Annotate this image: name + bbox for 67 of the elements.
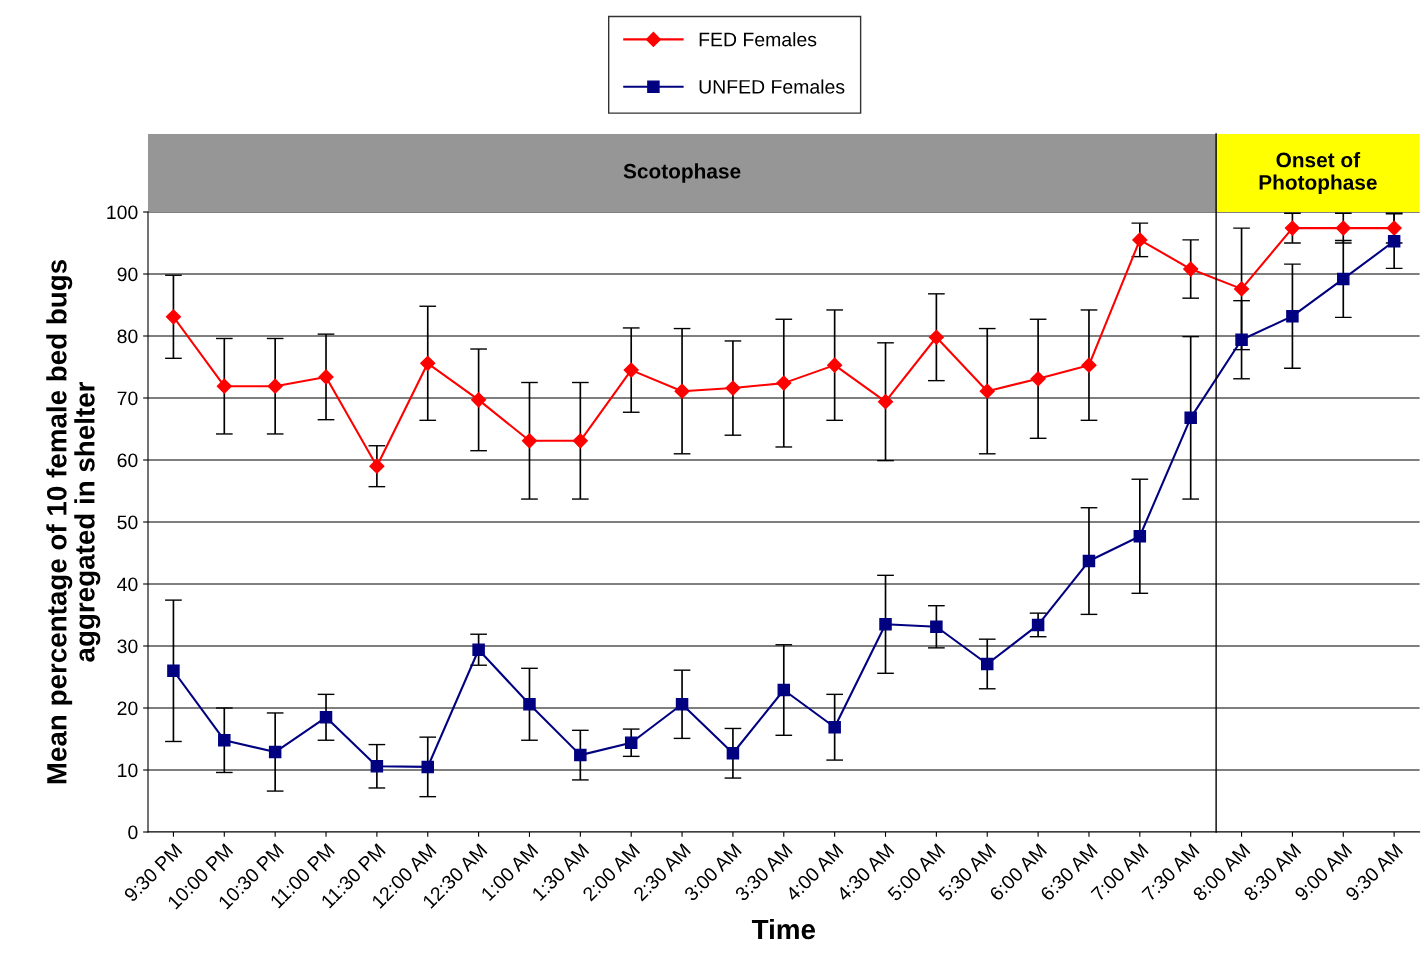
y-tick-label: 100 [107, 205, 138, 220]
point [216, 378, 232, 394]
y-tick-label: 60 [117, 453, 138, 468]
point [725, 380, 741, 396]
point [318, 369, 334, 385]
legend-label: UNFED Females [699, 79, 845, 94]
point [674, 383, 690, 399]
point [979, 383, 995, 399]
point [165, 309, 182, 325]
point [928, 329, 944, 345]
point [420, 355, 436, 371]
point [623, 362, 639, 378]
point [1235, 333, 1248, 346]
point [1081, 357, 1097, 373]
y-axis-title: Mean percentage of 10 female bed bugs aggregated in shelter [46, 259, 101, 784]
point [879, 618, 892, 631]
point [675, 698, 689, 711]
point [1132, 232, 1148, 248]
point [726, 747, 740, 760]
point [574, 748, 587, 762]
point [1031, 618, 1045, 632]
point [777, 683, 791, 697]
point [1337, 272, 1350, 286]
point [1387, 234, 1401, 248]
point [624, 736, 638, 749]
text: Scotophase [623, 163, 741, 183]
y-tick-label: 70 [117, 391, 138, 406]
point [1233, 281, 1250, 297]
point [1082, 554, 1096, 568]
point [472, 643, 485, 656]
y-tick-label: 30 [117, 639, 138, 654]
point [930, 620, 943, 634]
point [1386, 220, 1402, 236]
point [370, 760, 384, 773]
point [218, 733, 231, 747]
y-tick-label: 10 [118, 763, 138, 778]
point [572, 433, 588, 449]
point [1184, 411, 1197, 425]
point [319, 711, 333, 724]
point [776, 375, 792, 391]
point [1284, 220, 1300, 236]
y-tick-label: 0 [128, 825, 138, 840]
text: Onset of Photophase [1259, 152, 1377, 194]
y-tick-label: 50 [117, 515, 138, 530]
point [828, 720, 841, 734]
point [523, 698, 536, 711]
y-tick-label: 20 [117, 701, 138, 716]
point [267, 378, 283, 394]
point [268, 745, 282, 759]
point [1030, 371, 1046, 387]
point [877, 394, 894, 410]
x-axis-title: Time [751, 918, 816, 940]
point [369, 458, 385, 474]
point [421, 760, 434, 774]
point [1335, 220, 1351, 236]
y-tick-label: 90 [117, 267, 138, 282]
point [980, 657, 994, 671]
point [521, 433, 538, 449]
legend-label: FED Females [699, 32, 817, 47]
y-tick-label: 80 [117, 329, 138, 344]
point [471, 392, 487, 408]
point [1286, 309, 1299, 323]
point [1133, 530, 1147, 543]
point [167, 664, 180, 678]
y-tick-label: 40 [117, 577, 138, 592]
point [827, 357, 843, 373]
point [1183, 261, 1199, 277]
